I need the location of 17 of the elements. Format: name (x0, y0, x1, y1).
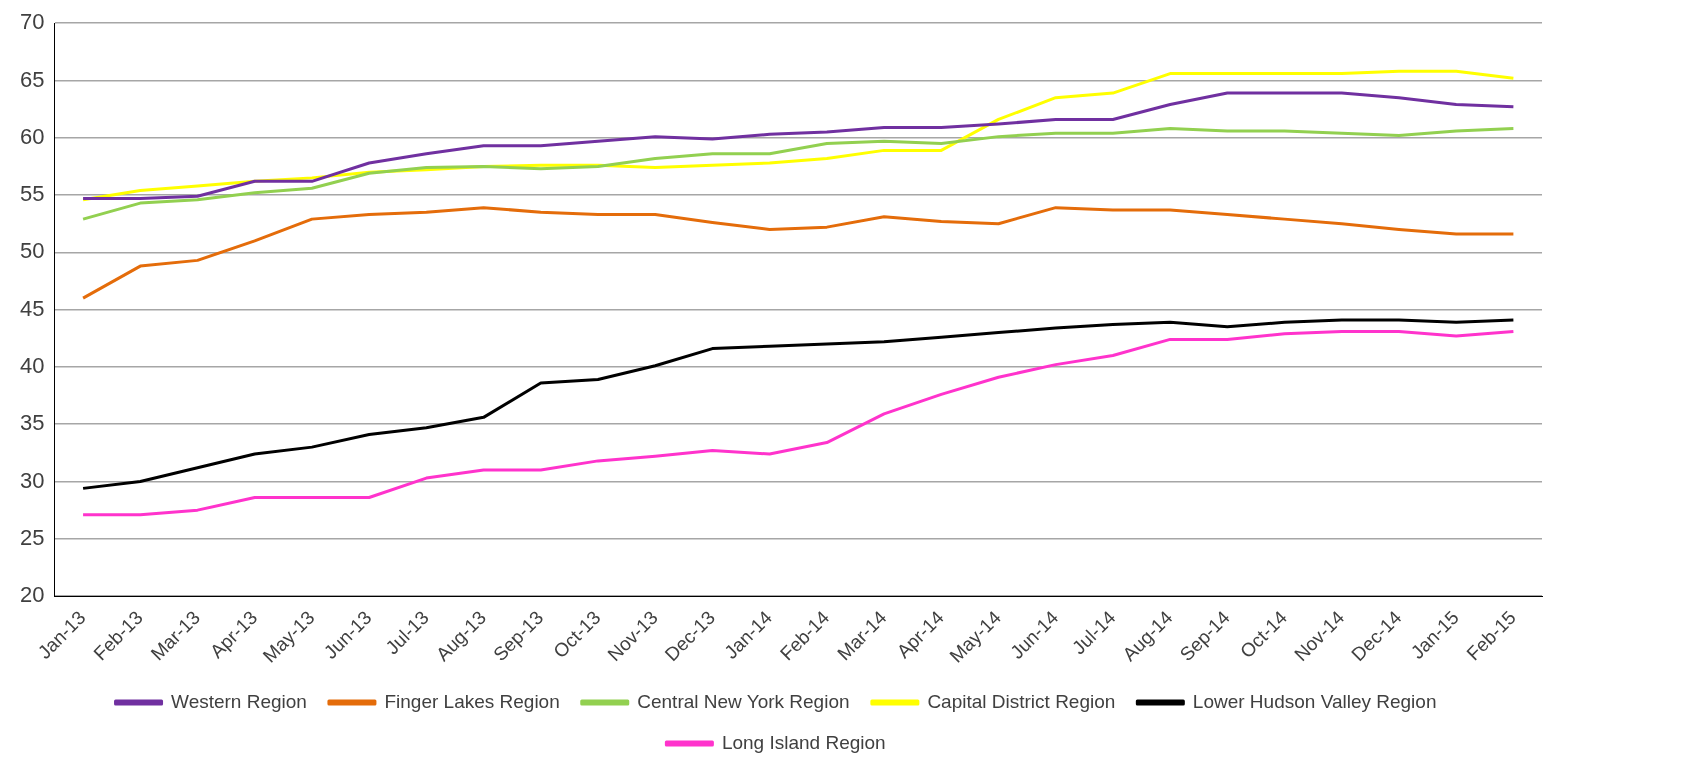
legend-label: Western Region (171, 690, 307, 712)
legend-label: Lower Hudson Valley Region (1192, 690, 1437, 712)
y-tick-label: 65 (19, 66, 45, 92)
y-tick-label: 30 (19, 467, 45, 493)
legend-label: Finger Lakes Region (384, 690, 560, 712)
y-tick-label: 45 (19, 295, 45, 321)
y-tick-label: 60 (19, 123, 45, 149)
y-tick-label: 20 (19, 582, 45, 608)
legend-label: Central New York Region (637, 690, 850, 712)
y-tick-label: 50 (19, 238, 45, 264)
y-tick-label: 25 (19, 524, 45, 550)
legend-label: Long Island Region (721, 731, 886, 753)
y-tick-label: 35 (19, 410, 45, 436)
y-tick-label: 70 (19, 9, 45, 35)
legend-label: Capital District Region (927, 690, 1116, 712)
y-tick-label: 40 (19, 352, 45, 378)
y-tick-label: 55 (19, 181, 45, 207)
